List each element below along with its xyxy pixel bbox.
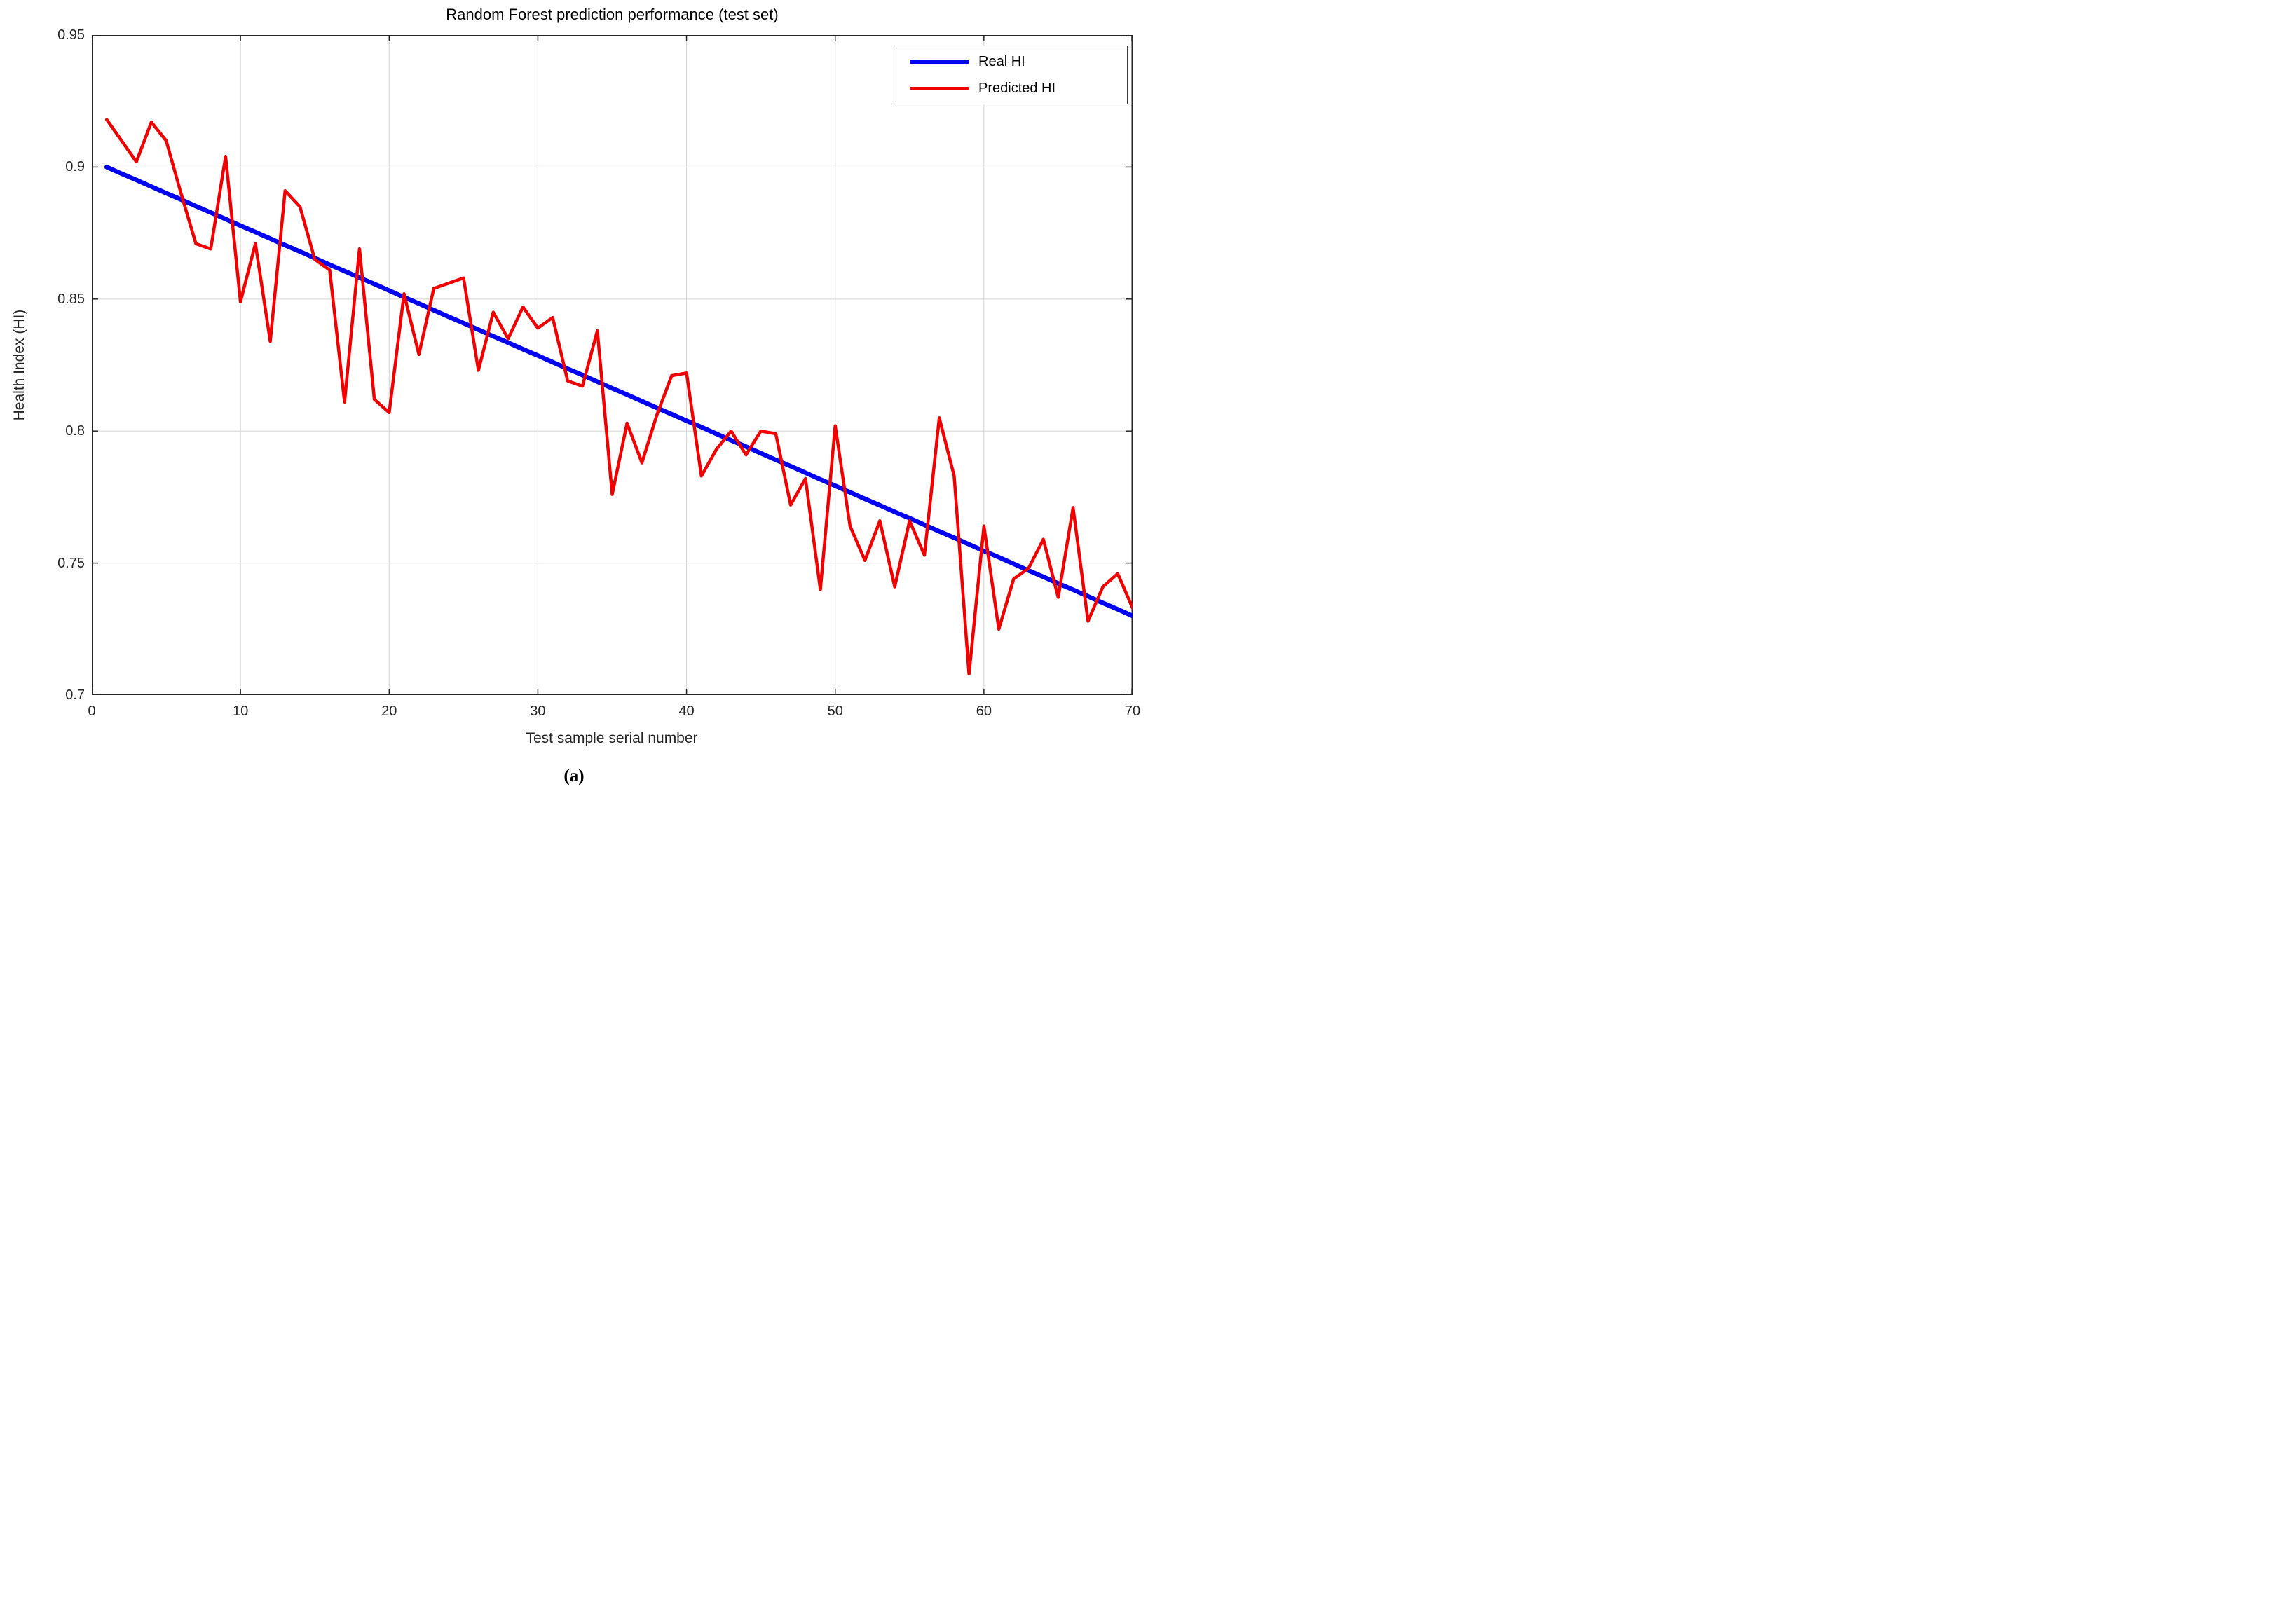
legend: Real HI Predicted HI	[896, 46, 1128, 104]
real-hi-swatch	[910, 59, 969, 64]
chart-title: Random Forest prediction performance (te…	[446, 6, 779, 23]
y-tick-label: 0.75	[57, 555, 85, 571]
x-axis-label: Test sample serial number	[526, 730, 698, 746]
predicted-hi-swatch	[910, 86, 969, 90]
y-tick-label: 0.8	[65, 423, 85, 439]
x-tick-label: 30	[530, 703, 546, 719]
x-tick-label: 60	[976, 703, 992, 719]
y-axis-label: Health Index (HI)	[11, 309, 27, 421]
legend-item-real-hi: Real HI	[896, 48, 1127, 75]
x-tick-label: 0	[88, 703, 96, 719]
predicted-hi-line	[104, 118, 1133, 676]
real-hi-line	[104, 165, 1133, 619]
x-tick-label: 20	[381, 703, 397, 719]
legend-label: Predicted HI	[978, 80, 1056, 96]
y-tick-label: 0.7	[65, 687, 85, 703]
legend-item-predicted-hi: Predicted HI	[896, 75, 1127, 102]
x-tick-label: 50	[827, 703, 843, 719]
legend-label: Real HI	[978, 53, 1025, 69]
figure-caption: (a)	[563, 767, 585, 785]
x-tick-label: 10	[233, 703, 249, 719]
plot-canvas	[92, 35, 1133, 695]
y-tick-label: 0.95	[57, 27, 85, 43]
x-tick-label: 40	[678, 703, 695, 719]
y-tick-label: 0.85	[57, 291, 85, 307]
figure-page: Random Forest prediction performance (te…	[0, 0, 1148, 806]
y-tick-label: 0.9	[65, 159, 85, 175]
x-tick-label: 70	[1124, 703, 1141, 719]
plot-border	[92, 35, 1133, 695]
